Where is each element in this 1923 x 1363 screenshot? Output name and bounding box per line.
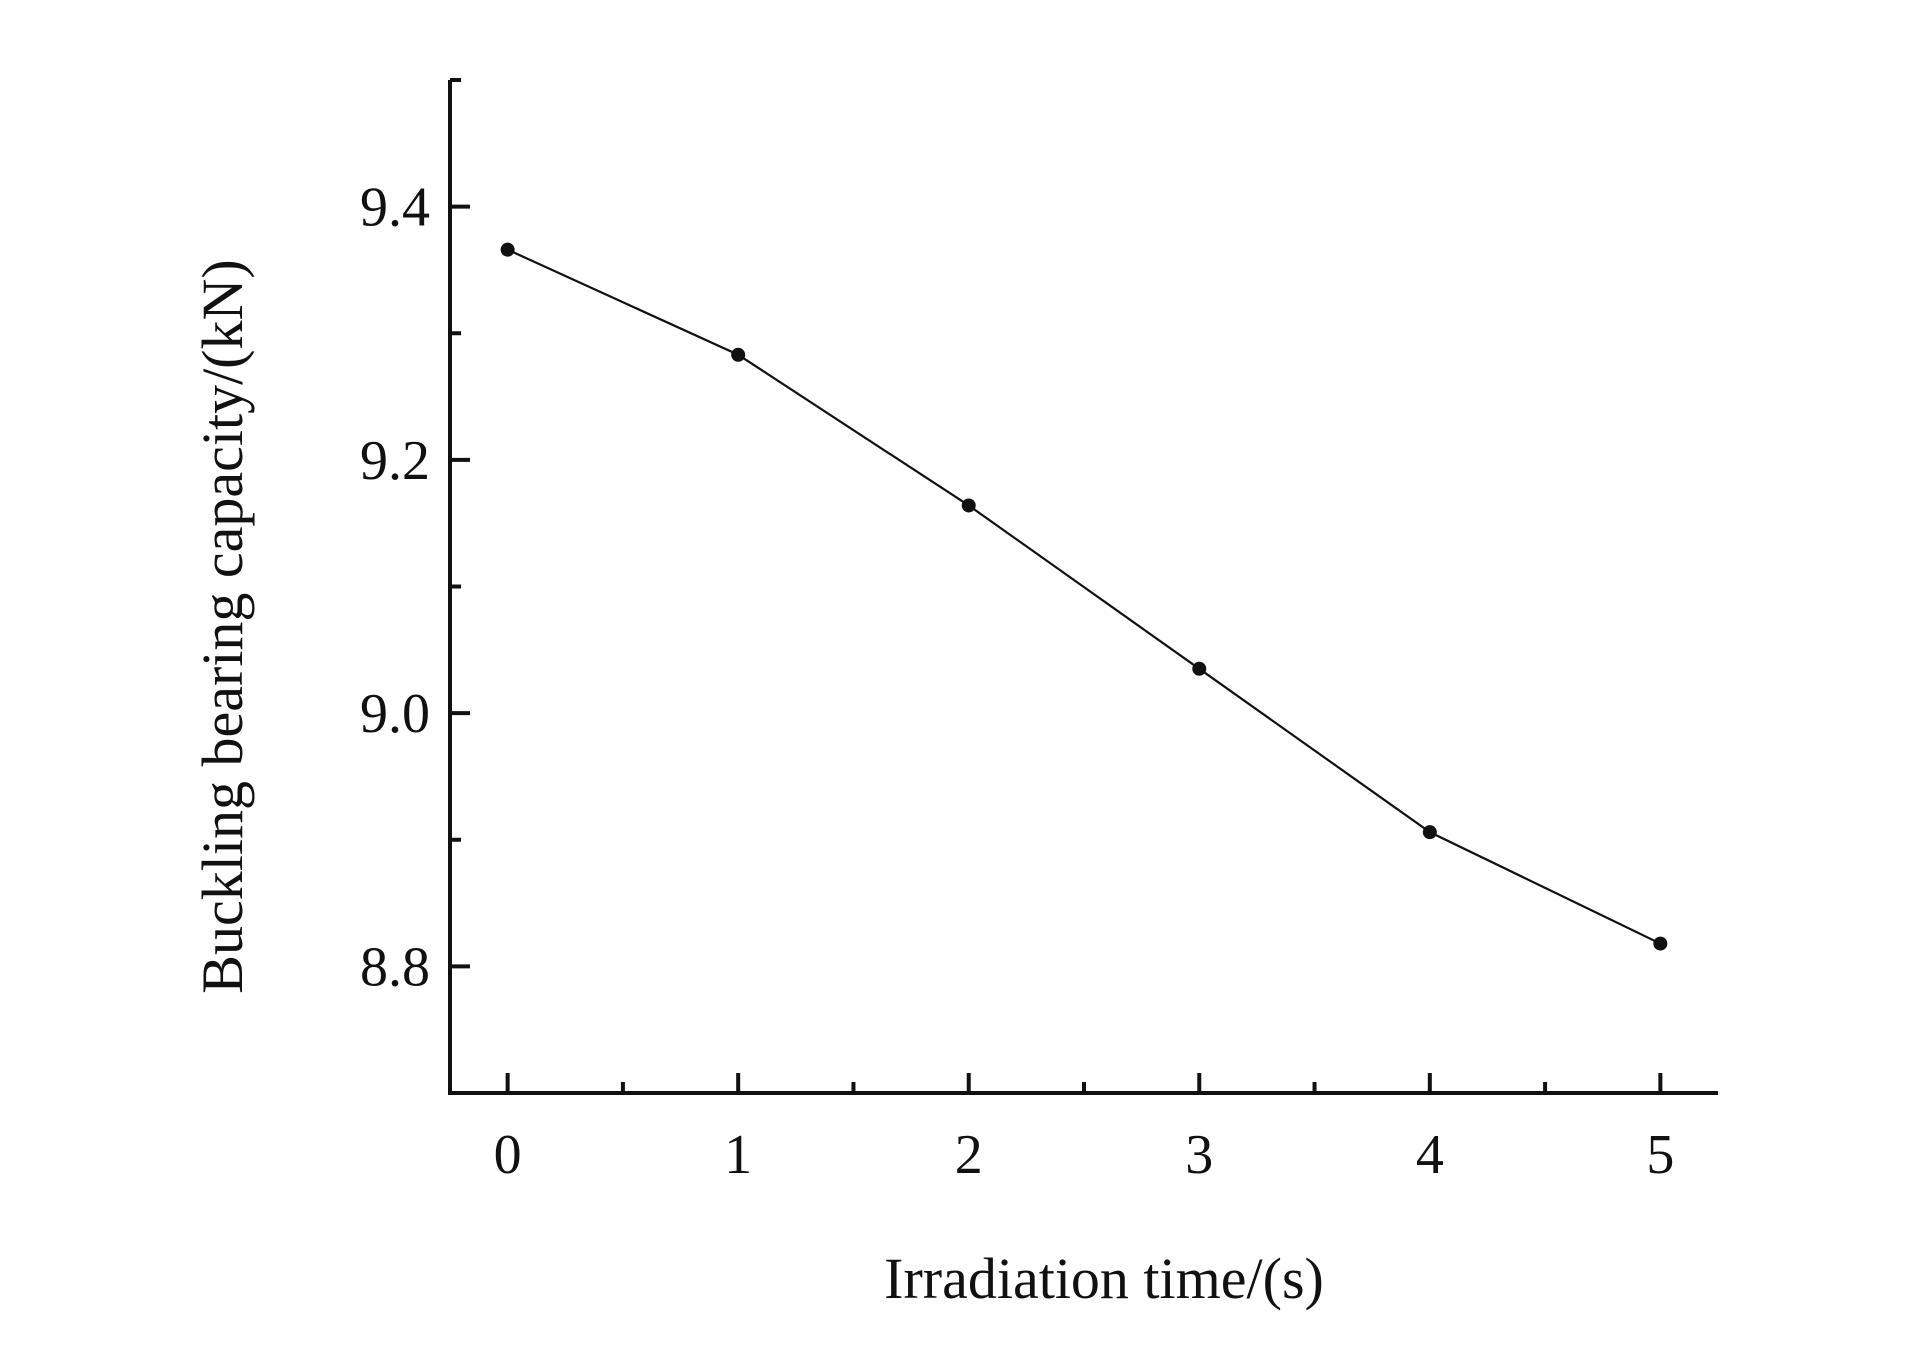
x-tick-label: 4 — [1416, 1124, 1444, 1186]
x-axis-title: Irradiation time/(s) — [884, 1246, 1324, 1311]
x-tick-label: 3 — [1185, 1124, 1213, 1186]
data-point — [1653, 936, 1668, 951]
axes-frame — [448, 80, 1718, 1095]
series-line — [507, 248, 1661, 945]
data-point — [1192, 661, 1207, 676]
y-axis-title: Buckling bearing capacity/(kN) — [190, 259, 255, 993]
x-tick-label: 1 — [724, 1124, 752, 1186]
series-points — [500, 242, 1668, 951]
y-axis-tick-labels: 8.8 9.0 9.2 9.4 — [360, 177, 430, 999]
x-axis-tick-labels: 0 1 2 3 4 5 — [494, 1124, 1675, 1186]
y-tick-label: 9.4 — [360, 177, 430, 239]
y-tick-label: 8.8 — [360, 936, 430, 998]
y-tick-label: 9.0 — [360, 683, 430, 745]
x-tick-label: 5 — [1646, 1124, 1674, 1186]
y-axis-ticks — [450, 78, 470, 969]
y-tick-label: 9.2 — [360, 430, 430, 492]
data-point — [500, 242, 515, 257]
plot-area: 0 1 2 3 4 5 8.8 9.0 9.2 9.4 — [360, 78, 1718, 1186]
data-point — [1422, 825, 1437, 840]
x-tick-label: 0 — [494, 1124, 522, 1186]
x-axis-ticks — [505, 1073, 1663, 1093]
x-tick-label: 2 — [955, 1124, 983, 1186]
data-point — [961, 498, 976, 513]
data-point — [731, 347, 746, 362]
